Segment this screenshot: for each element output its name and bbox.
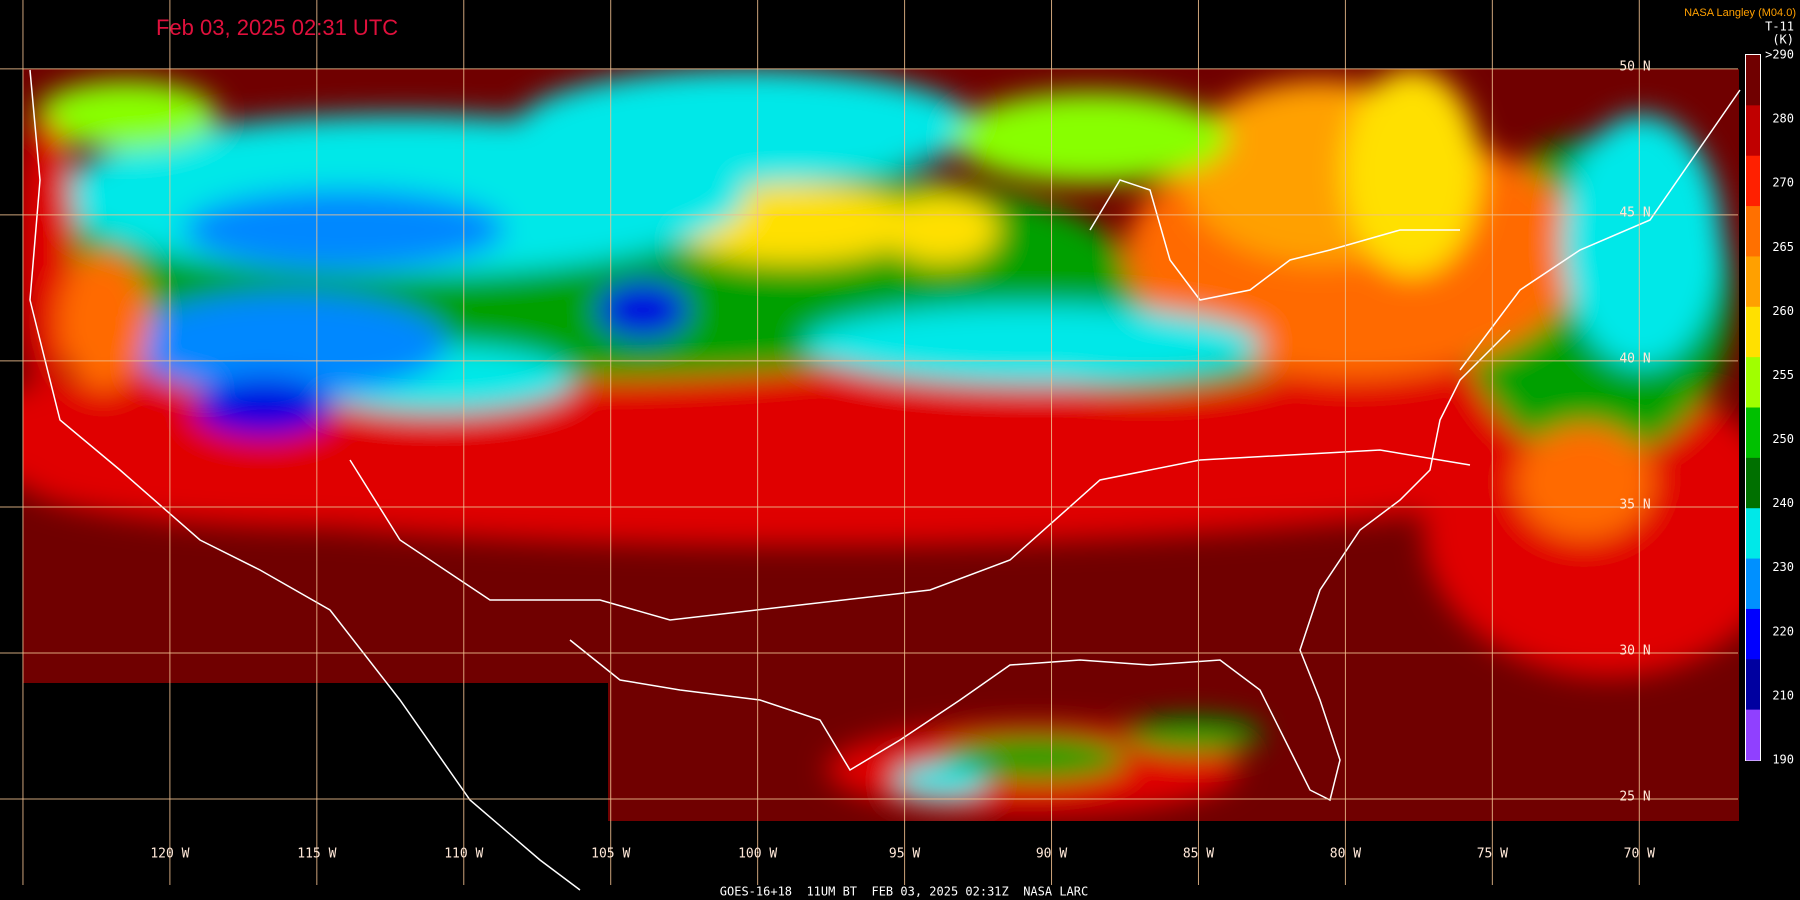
cloud-blob [952,91,1229,184]
cloud-blob [883,195,999,265]
colorbar-swatch [1746,659,1760,711]
longitude-label: 115 W [297,847,336,862]
cloud-blob [596,281,689,339]
colorbar-label: 255 [1772,368,1794,382]
colorbar-swatch [1746,508,1760,560]
longitude-label: 90 W [1036,847,1067,862]
colorbar-swatch [1746,256,1760,308]
longitude-label: 75 W [1477,847,1508,862]
colorbar-swatch [1746,155,1760,207]
colorbar-label: 250 [1772,432,1794,446]
colorbar-label: >290 [1765,48,1794,62]
colorbar-label: 260 [1772,304,1794,318]
colorbar-swatch [1746,206,1760,257]
longitude-label: 120 W [150,847,189,862]
colorbar-swatch [1746,306,1760,358]
cloud-blob [57,252,150,391]
latitude-label: 25 N [1619,789,1650,804]
cloud-blob [941,734,1125,781]
longitude-label: 95 W [889,847,920,862]
latitude-label: 30 N [1619,643,1650,658]
cloud-blob [803,304,1263,385]
colorbar-swatch [1746,608,1760,660]
footer: GOES-16+18 11UM BT FEB 03, 2025 02:31Z N… [720,885,1088,899]
channel-label: T-11 [1765,20,1794,34]
lat-lon-grid: 120 W 115 W 110 W 105 W 100 W 95 W 90 W 85 W 80 … [0,0,1738,885]
colorbar-swatch [1746,457,1760,509]
ir-imagery [23,69,1739,821]
cloud-blob [895,763,988,798]
colorbar-swatch [1746,357,1760,408]
colorbar-label: 270 [1772,176,1794,190]
longitude-label: 70 W [1624,847,1655,862]
colorbar-swatch [1746,558,1760,610]
colorbar-label: 190 [1772,753,1794,767]
pacific-coast [29,69,581,891]
colorbar: >290 280 270 265 260 255 250 240 230 220 210 190 [1745,48,1794,767]
cloud-blob [183,189,506,270]
latitude-label: 45 N [1619,205,1650,220]
longitude-label: 110 W [444,847,483,862]
cloud-blob [516,69,976,184]
colorbar-label: 265 [1772,240,1794,254]
cloud-blob [1561,114,1722,368]
colorbar-swatch [1746,407,1760,459]
gulf-atlantic-coast [569,329,1511,802]
northeast-coast [1459,89,1741,371]
source-label: NASA Langley (M04.0) [1684,7,1796,19]
latitude-label: 35 N [1619,497,1650,512]
state-borders [349,449,1471,621]
cloud-field [23,69,1739,816]
colorbar-label: 240 [1772,496,1794,510]
latitude-label: 50 N [1619,59,1650,74]
longitude-label: 100 W [738,847,777,862]
cloud-blob [195,378,333,437]
colorbar-label: 230 [1772,560,1794,574]
great-lakes [1089,179,1460,301]
unit-label: (K) [1772,33,1794,47]
colorbar-swatch [1746,105,1760,157]
longitude-label: 80 W [1330,847,1361,862]
colorbar-swatch [1746,55,1760,106]
cloud-blob [34,80,219,150]
colorbar-label: 280 [1772,112,1794,126]
longitude-label: 85 W [1183,847,1214,862]
colorbar-label: 220 [1772,624,1794,638]
cloud-blob [23,436,666,529]
cloud-blob [126,292,448,397]
longitude-label: 105 W [591,847,630,862]
coastlines [29,69,1741,891]
cloud-blob [1515,424,1654,540]
latitude-label: 40 N [1619,351,1650,366]
timestamp: Feb 03, 2025 02:31 UTC [156,15,398,40]
colorbar-label: 210 [1772,688,1794,702]
cloud-blob [1343,69,1481,276]
cloud-blob [1125,717,1263,752]
colorbar-swatch [1746,709,1760,761]
